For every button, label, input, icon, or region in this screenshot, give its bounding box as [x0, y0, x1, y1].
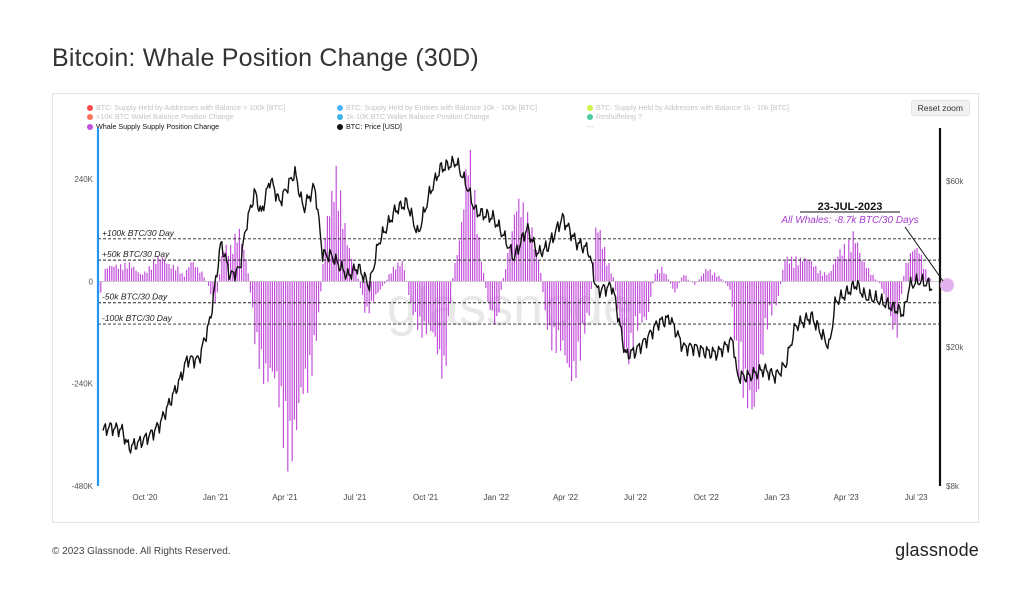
legend-item[interactable]: >10K BTC Wallet Balance Position Change — [87, 112, 234, 121]
legend-item[interactable]: Whale Supply Supply Position Change — [87, 122, 219, 131]
legend-item[interactable]: BTC: Supply Held by Entities with Balanc… — [337, 103, 537, 112]
legend-label: BTC: Supply Held by Addresses with Balan… — [96, 103, 286, 112]
legend-item[interactable]: Reshuffeling ? — [587, 112, 642, 121]
brand-logo: glassnode — [895, 540, 979, 560]
legend-marker-icon — [337, 104, 343, 111]
legend-item[interactable]: BTC: Supply Held by Addresses with Balan… — [87, 103, 285, 112]
legend-marker-icon — [87, 104, 93, 111]
page-title: Bitcoin: Whale Position Change (30D) — [52, 44, 479, 72]
legend-label: BTC: Supply Held by Addresses with Balan… — [596, 103, 789, 112]
legend-label: Whale Supply Supply Position Change — [96, 122, 220, 131]
legend-marker-icon — [337, 113, 343, 120]
legend-label: >10K BTC Wallet Balance Position Change — [96, 112, 234, 121]
legend-item[interactable]: --- — [587, 122, 594, 131]
legend-marker-icon — [87, 113, 93, 120]
legend-label: BTC: Price [USD] — [346, 122, 402, 131]
legend-item[interactable]: 1k-10K BTC Wallet Balance Position Chang… — [337, 112, 490, 121]
copyright-text: © 2023 Glassnode. All Rights Reserved. — [52, 546, 231, 557]
legend-label: 1k-10K BTC Wallet Balance Position Chang… — [346, 112, 490, 121]
legend-item[interactable]: BTC: Supply Held by Addresses with Balan… — [587, 103, 789, 112]
legend-item[interactable]: BTC: Price [USD] — [337, 122, 402, 131]
legend-marker-icon — [337, 123, 343, 130]
legend-marker-icon — [87, 123, 93, 130]
legend-marker-icon — [587, 113, 593, 120]
chart-panel: Reset zoom BTC: Supply Held by Addresses… — [52, 93, 979, 523]
legend-label: Reshuffeling ? — [596, 112, 642, 121]
legend-label: --- — [587, 122, 595, 131]
reset-zoom-button[interactable]: Reset zoom — [910, 100, 970, 116]
legend-label: BTC: Supply Held by Entities with Balanc… — [346, 103, 537, 112]
legend-marker-icon — [587, 104, 593, 111]
